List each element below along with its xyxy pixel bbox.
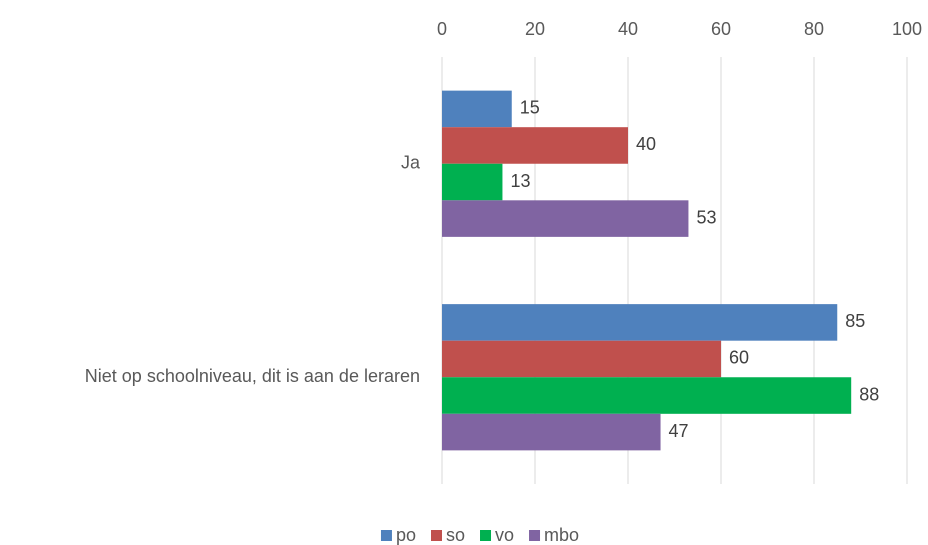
legend-label: mbo (544, 525, 579, 545)
value-label: 15 (520, 98, 540, 118)
bar (442, 377, 852, 414)
bar (442, 340, 721, 378)
x-tick-label: 80 (804, 19, 824, 39)
legend-label: so (446, 525, 465, 545)
legend-swatch (529, 530, 541, 541)
x-tick-label: 20 (525, 19, 545, 39)
x-tick-label: 0 (437, 19, 447, 39)
legend-swatch (380, 530, 392, 541)
value-label: 40 (636, 134, 656, 154)
legend-swatch (430, 530, 442, 541)
bar (442, 304, 838, 341)
bar (442, 200, 689, 237)
bar (442, 90, 512, 128)
legend: po so vo mbo (380, 525, 579, 545)
value-label: 85 (845, 311, 865, 331)
category-label: Ja (401, 153, 421, 173)
value-label: 13 (510, 171, 530, 191)
legend-swatch (480, 530, 492, 541)
value-label: 88 (859, 384, 879, 404)
x-tick-label: 40 (618, 19, 638, 39)
bar (442, 163, 503, 201)
x-tick-label: 100 (892, 19, 922, 39)
category-label: Niet op schoolniveau, dit is aan de lera… (85, 366, 420, 386)
value-label: 60 (729, 348, 749, 368)
x-tick-label: 60 (711, 19, 731, 39)
value-label: 53 (696, 207, 716, 227)
bar (442, 413, 661, 451)
bar (442, 127, 628, 164)
legend-label: po (396, 525, 416, 545)
value-label: 47 (669, 421, 689, 441)
legend-label: vo (495, 525, 514, 545)
